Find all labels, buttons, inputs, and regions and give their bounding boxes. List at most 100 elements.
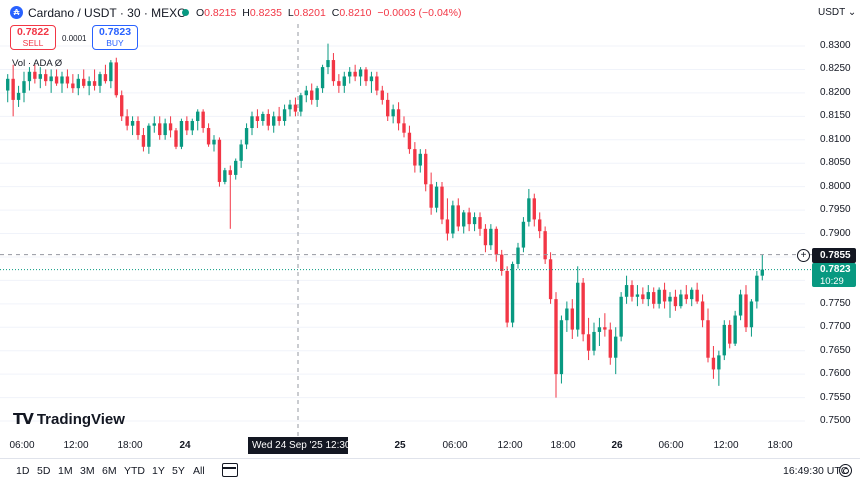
time-axis-label: 18:00 [550,440,576,451]
candle-body [168,123,173,131]
candle-body [299,95,303,112]
candle-body [152,123,156,126]
candle-body [375,76,379,91]
chart-grid [0,45,805,422]
currency-selector[interactable]: USDT ⌄ [818,7,857,18]
price-axis-label: 0.7900 [820,227,851,239]
candle-body [624,285,629,297]
candle-body [60,76,64,84]
candle-body [630,285,634,297]
candle-body [114,62,118,96]
candle-body [744,294,748,328]
sell-button[interactable]: 0.7822 SELL [10,25,56,50]
candle-body [581,282,585,335]
candle-body [440,186,444,220]
candle-body [44,74,48,82]
candle-body [6,78,10,91]
range-button-3m[interactable]: 3M [80,465,95,477]
range-button-5d[interactable]: 5D [37,465,51,477]
candle-body [179,121,184,147]
sell-price: 0.7822 [16,26,50,38]
price-axis-label: 0.8100 [820,133,851,145]
buy-price: 0.7823 [98,26,132,38]
candle-body [733,315,737,344]
range-button-1d[interactable]: 1D [16,465,30,477]
chart-overlays [0,24,812,436]
candle-body [424,153,428,185]
candle-body [304,90,308,96]
candle-body [619,296,623,337]
close-label: C [331,7,340,19]
price-axis-label: 0.8250 [820,63,851,75]
candle-body [261,113,265,121]
candle-body [445,219,450,234]
candle-body [326,60,330,68]
candle-body [266,113,270,126]
candle-body [136,121,140,136]
candle-body [635,294,640,297]
range-button-1y[interactable]: 1Y [152,465,165,477]
price-axis-label: 0.8050 [820,157,851,169]
range-button-5y[interactable]: 5Y [172,465,185,477]
candle-body [71,83,75,89]
crosshair-time-tag: Wed 24 Sep '25 12:30 [248,437,350,454]
candle-body [190,121,194,131]
candle-body [391,109,395,117]
symbol-title[interactable]: Cardano / USDT · 30 · MEXC [28,6,186,20]
candle-body [255,116,260,121]
candle-body [641,294,645,300]
candle-body [407,132,412,150]
price-axis-label: 0.8000 [820,180,851,192]
candlestick-series [6,43,764,398]
price-axis-label: 0.7550 [820,391,851,403]
high-label: H [242,7,250,19]
buy-label: BUY [106,38,124,48]
range-button-6m[interactable]: 6M [102,465,117,477]
candle-body [673,296,678,307]
change-value: −0.0003 (−0.04%) [377,7,462,19]
candle-body [554,299,558,375]
tradingview-logo[interactable]: 𝗧𝗩 TradingView [13,410,125,428]
candle-body [331,60,336,82]
calendar-icon[interactable] [222,463,238,477]
candle-body [494,228,498,255]
candle-body [315,88,319,100]
buy-button[interactable]: 0.7823 BUY [92,25,138,50]
range-button-1m[interactable]: 1M [58,465,73,477]
candle-body [662,289,667,302]
candle-body [87,81,91,86]
open-value: 0.8215 [204,7,237,19]
utc-clock[interactable]: 16:49:30 UTC [783,465,849,477]
candle-body [11,78,15,100]
candle-body [396,109,401,124]
candle-body [711,357,716,370]
candle-body [614,336,618,358]
candle-body [364,69,368,82]
current-price-tag: 0.7823 10:29 [812,263,856,287]
candle-body [603,327,607,330]
open-label: O [196,7,205,19]
candle-body [196,111,200,121]
add-alert-plus-icon[interactable]: + [797,249,810,262]
price-axis-label: 0.7950 [820,204,851,216]
settings-gear-icon[interactable] [839,464,852,477]
price-axis-label: 0.7500 [820,415,851,426]
candle-body [429,184,433,208]
candle-body [98,74,102,86]
current-price-value: 0.7823 [820,264,851,275]
candle-body [586,334,591,351]
candle-body [386,99,390,117]
range-button-all[interactable]: All [193,465,205,477]
candle-body [505,271,509,323]
candle-body [521,221,526,248]
candle-body [130,121,135,126]
candle-body [576,282,580,330]
time-axis-label: 18:00 [767,440,793,451]
volume-indicator-label[interactable]: Vol · ADA Ø [12,58,63,69]
price-axis-label: 0.7700 [820,321,851,333]
range-button-ytd[interactable]: YTD [124,465,145,477]
tradingview-mark-icon: 𝗧𝗩 [13,411,34,428]
candle-body [652,292,656,304]
